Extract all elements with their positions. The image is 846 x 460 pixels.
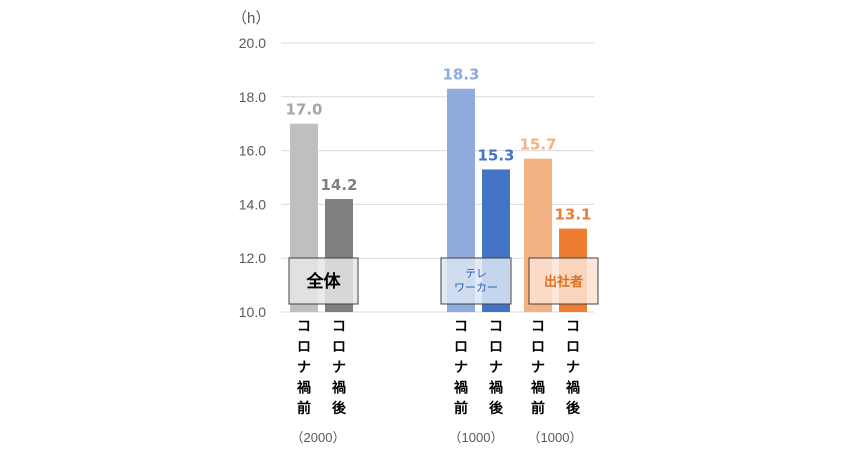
group-label-box [288, 257, 359, 305]
group-label: 出社者 [544, 274, 583, 290]
category-label: コロナ禍前 [297, 319, 311, 417]
y-tick-label: 12.0 [239, 250, 266, 266]
category-labels: コロナ禍前 コロナ禍後 コロナ禍前 コロナ禍後 コロナ禍前 コロナ禍後 [297, 319, 581, 417]
y-tick-label: 18.0 [239, 89, 266, 105]
data-labels: 17.0 14.2 18.3 15.3 15.7 13.1 [285, 66, 591, 224]
sample-size-label: （1000） [528, 430, 583, 445]
y-axis-unit-label: （h） [232, 10, 270, 27]
y-tick-label: 20.0 [239, 35, 266, 51]
data-label: 15.3 [477, 146, 514, 164]
data-label: 15.7 [519, 136, 556, 154]
y-tick-label: 10.0 [239, 304, 266, 320]
group-label-box [440, 257, 512, 305]
category-label: コロナ禍後 [489, 319, 504, 417]
group-label: 全体 [306, 271, 342, 292]
y-axis: 10.0 12.0 14.0 16.0 18.0 20.0 [239, 35, 266, 320]
data-label: 18.3 [442, 66, 479, 84]
data-label: 13.1 [554, 206, 591, 224]
sample-size-label: （2000） [291, 430, 346, 445]
category-label: コロナ禍前 [454, 319, 468, 417]
data-label: 14.2 [320, 176, 357, 194]
data-label: 17.0 [285, 101, 322, 119]
category-label: コロナ禍前 [531, 319, 545, 417]
group-label-box [528, 257, 599, 305]
group-label: テレワーカー [454, 267, 498, 294]
category-label: コロナ禍後 [332, 319, 347, 417]
group-label-boxes: 全体 テレワーカー 出社者 [288, 257, 599, 305]
sample-size-labels: （2000） （1000） （1000） [291, 430, 583, 445]
y-tick-label: 14.0 [239, 196, 266, 212]
y-tick-label: 16.0 [239, 143, 266, 159]
sample-size-label: （1000） [449, 430, 504, 445]
category-label: コロナ禍後 [566, 319, 581, 417]
